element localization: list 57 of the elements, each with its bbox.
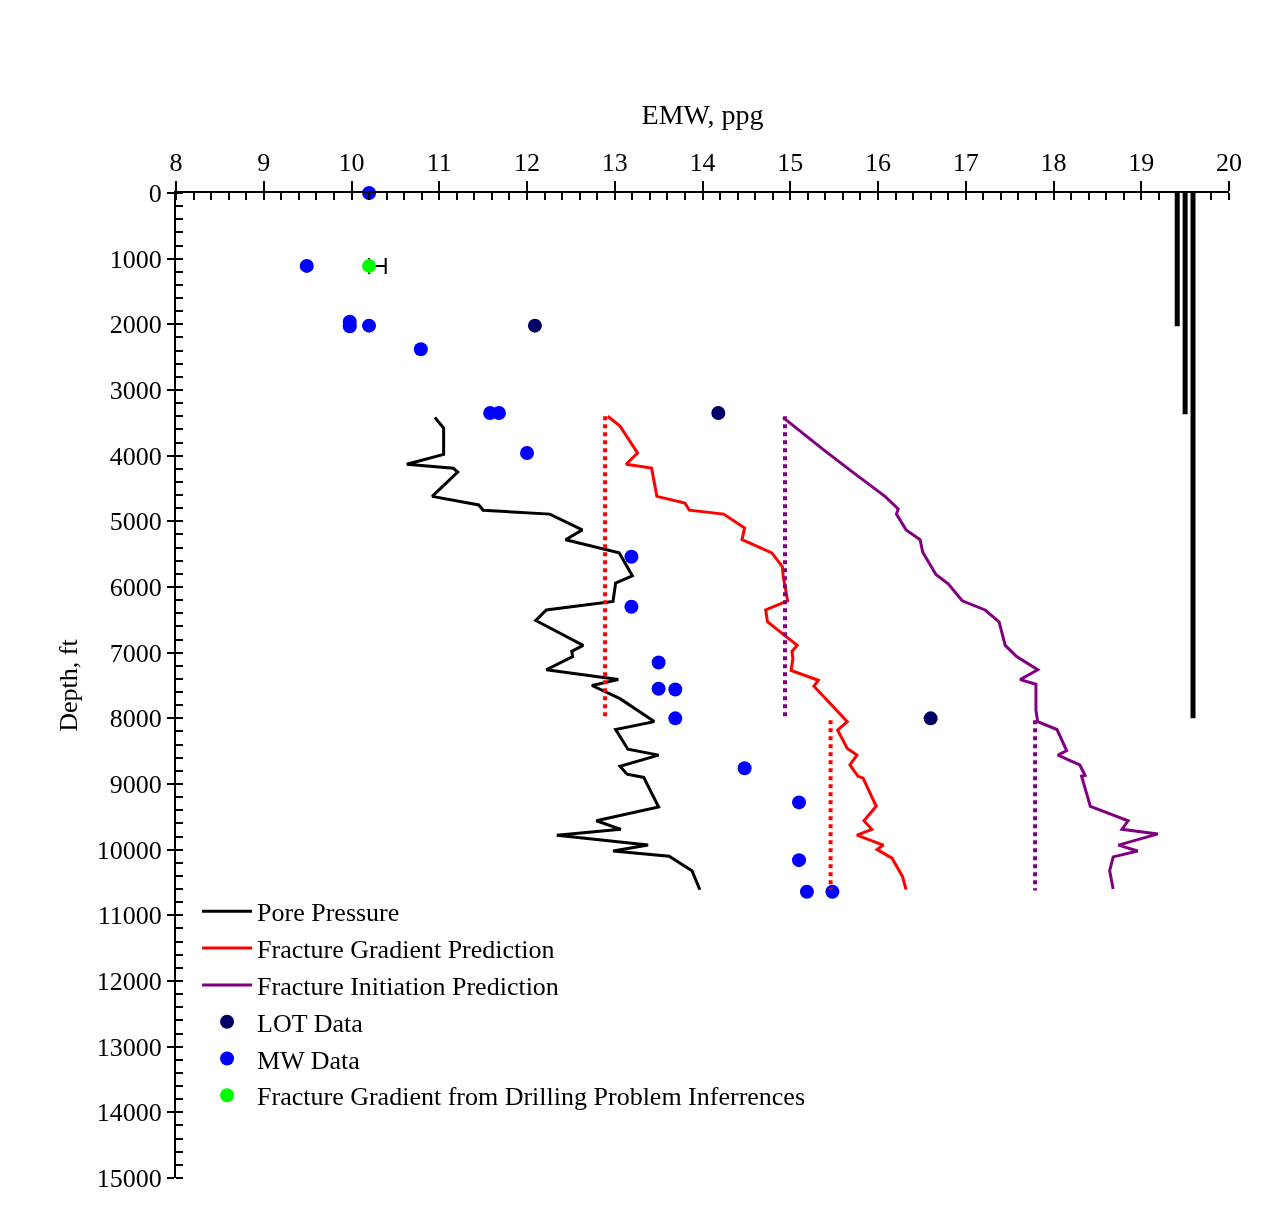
x-tick-label: 13 bbox=[601, 147, 628, 177]
x-tick-label: 12 bbox=[514, 147, 540, 177]
legend-label: Fracture Gradient from Drilling Problem Inferrences bbox=[257, 1082, 806, 1112]
line-series bbox=[405, 416, 702, 892]
legend-label: LOT Data bbox=[257, 1008, 364, 1038]
x-tick-label: 9 bbox=[257, 147, 271, 177]
y-tick-label: 6000 bbox=[109, 573, 162, 603]
x-tick-label: 10 bbox=[338, 147, 365, 177]
y-tick-label: 9000 bbox=[109, 770, 162, 800]
legend-label: Fracture Gradient Prediction bbox=[257, 935, 555, 965]
point bbox=[799, 884, 814, 899]
x-tick-label: 8 bbox=[169, 147, 183, 177]
y-tick-label: 5000 bbox=[109, 507, 162, 537]
x-tick-label: 17 bbox=[952, 147, 979, 177]
point bbox=[299, 258, 314, 273]
y-tick-label: 15000 bbox=[96, 1164, 162, 1194]
point bbox=[737, 761, 752, 776]
point bbox=[651, 655, 666, 670]
x-tick-label: 19 bbox=[1128, 147, 1155, 177]
point bbox=[413, 342, 428, 357]
y-tick-label: 11000 bbox=[97, 901, 162, 931]
x-tick-label: 14 bbox=[689, 147, 716, 177]
point bbox=[624, 549, 639, 564]
x-tick-label: 20 bbox=[1216, 147, 1242, 177]
y-tick-label: 0 bbox=[148, 179, 162, 209]
y-tick-label: 2000 bbox=[109, 310, 162, 340]
point bbox=[668, 682, 683, 697]
point bbox=[651, 681, 666, 696]
point bbox=[923, 711, 938, 726]
point bbox=[792, 795, 807, 810]
y-tick-label: 4000 bbox=[109, 441, 162, 471]
y-tick-label: 3000 bbox=[109, 376, 162, 406]
point bbox=[792, 853, 807, 868]
legend-label: Pore Pressure bbox=[257, 898, 400, 928]
point bbox=[624, 599, 639, 614]
x-tick-label: 15 bbox=[777, 147, 804, 177]
point bbox=[362, 258, 377, 273]
y-tick-label: 10000 bbox=[96, 835, 162, 865]
y-tick-label: 1000 bbox=[109, 244, 162, 274]
y-axis-title: Depth, ft bbox=[53, 638, 83, 732]
point bbox=[527, 318, 542, 333]
legend-label: MW Data bbox=[257, 1045, 361, 1075]
x-tick-label: 11 bbox=[426, 147, 452, 177]
point bbox=[825, 884, 840, 899]
x-axis-title: EMW, ppg bbox=[641, 98, 764, 130]
x-tick-label: 16 bbox=[865, 147, 891, 177]
y-tick-label: 12000 bbox=[96, 967, 162, 997]
y-tick-label: 14000 bbox=[96, 1098, 162, 1128]
y-tick-label: 8000 bbox=[109, 704, 162, 734]
x-tick-label: 18 bbox=[1040, 147, 1067, 177]
point bbox=[711, 405, 726, 420]
legend-label: Fracture Initiation Prediction bbox=[257, 972, 559, 1002]
point bbox=[362, 318, 377, 333]
y-tick-label: 13000 bbox=[96, 1032, 162, 1062]
point bbox=[520, 446, 534, 461]
point bbox=[668, 711, 683, 726]
y-tick-label: 7000 bbox=[109, 638, 162, 668]
